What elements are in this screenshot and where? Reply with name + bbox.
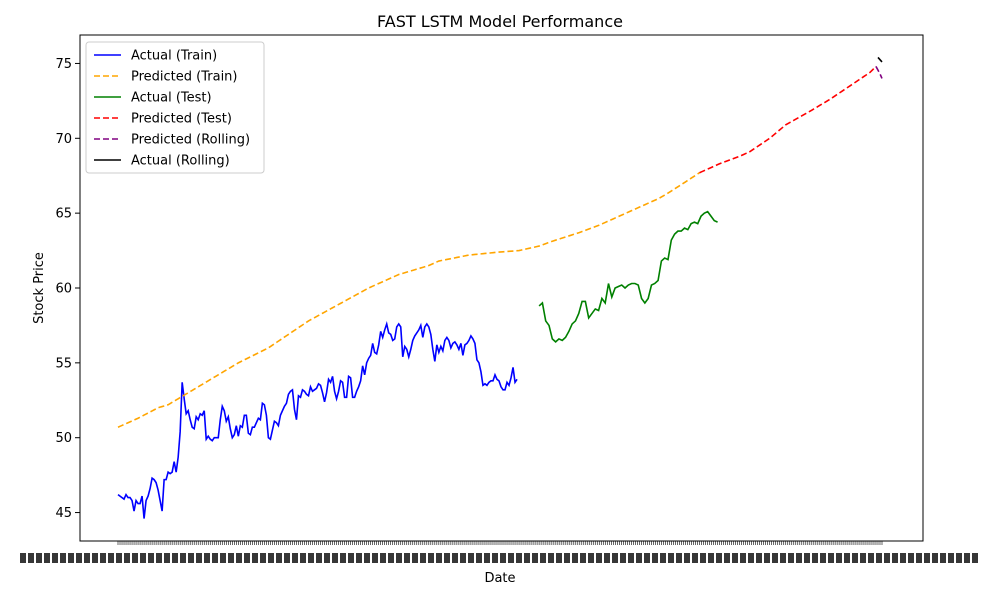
y-tick-label: 65 (55, 207, 72, 222)
series-line-predicted-rolling (875, 66, 883, 79)
legend-label: Actual (Test) (131, 91, 212, 106)
legend: Actual (Train) Predicted (Train) Actual (T… (85, 41, 265, 174)
legend-entry: Predicted (Test) (94, 112, 232, 127)
legend-label: Predicted (Train) (131, 70, 238, 85)
series-line-actual-train (117, 320, 518, 519)
y-axis: 45 50 55 60 65 70 75 (55, 57, 80, 521)
y-tick-label: 60 (55, 282, 72, 297)
x-axis (20, 541, 978, 563)
legend-entry: Actual (Test) (94, 91, 212, 106)
legend-entry: Predicted (Train) (94, 70, 238, 85)
series-layer (117, 56, 883, 519)
series-line-actual-rolling (877, 56, 883, 63)
chart-title: FAST LSTM Model Performance (377, 12, 623, 31)
y-tick-label: 70 (55, 132, 72, 147)
y-tick-label: 75 (55, 57, 72, 72)
series-line-predicted-train (117, 172, 700, 428)
legend-label: Predicted (Test) (131, 112, 232, 127)
legend-entry: Actual (Rolling) (94, 154, 230, 169)
series-line-actual-test (538, 210, 718, 343)
y-axis-label: Stock Price (32, 252, 47, 324)
legend-entry: Actual (Train) (94, 49, 217, 64)
x-axis-label: Date (484, 571, 515, 586)
legend-label: Actual (Train) (131, 49, 217, 64)
legend-label: Actual (Rolling) (131, 154, 230, 169)
legend-entry: Predicted (Rolling) (94, 133, 250, 148)
y-tick-label: 45 (55, 506, 72, 521)
y-tick-label: 50 (55, 431, 72, 446)
series-line-predicted-test (699, 65, 877, 174)
legend-box (85, 41, 265, 174)
y-tick-label: 55 (55, 356, 72, 371)
legend-label: Predicted (Rolling) (131, 133, 250, 148)
